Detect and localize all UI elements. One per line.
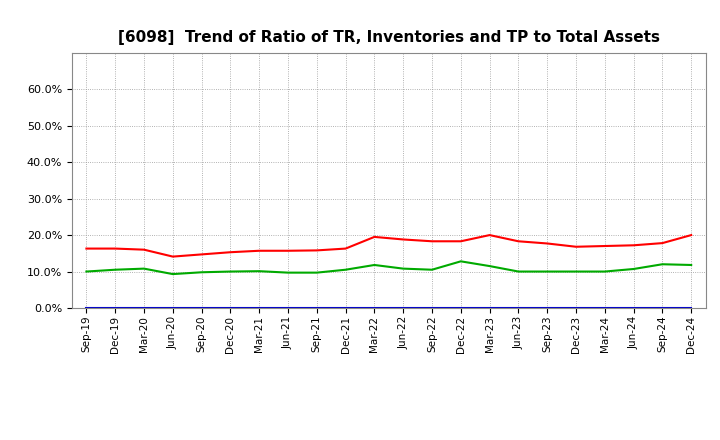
Inventories bbox=[284, 305, 292, 310]
Trade Receivables bbox=[543, 241, 552, 246]
Trade Payables bbox=[341, 267, 350, 272]
Trade Receivables bbox=[140, 247, 148, 252]
Trade Receivables bbox=[370, 234, 379, 239]
Trade Payables bbox=[485, 264, 494, 269]
Trade Receivables bbox=[687, 232, 696, 238]
Trade Payables bbox=[312, 270, 321, 275]
Trade Payables bbox=[687, 262, 696, 268]
Trade Payables bbox=[255, 268, 264, 274]
Inventories bbox=[82, 305, 91, 310]
Inventories bbox=[687, 305, 696, 310]
Trade Receivables bbox=[197, 252, 206, 257]
Trade Payables bbox=[168, 271, 177, 277]
Inventories bbox=[341, 305, 350, 310]
Inventories bbox=[312, 305, 321, 310]
Trade Receivables bbox=[658, 241, 667, 246]
Inventories bbox=[572, 305, 580, 310]
Trade Payables bbox=[428, 267, 436, 272]
Inventories bbox=[600, 305, 609, 310]
Inventories bbox=[543, 305, 552, 310]
Inventories bbox=[255, 305, 264, 310]
Inventories bbox=[485, 305, 494, 310]
Trade Payables bbox=[514, 269, 523, 274]
Trade Payables bbox=[82, 269, 91, 274]
Inventories bbox=[456, 305, 465, 310]
Trade Payables bbox=[629, 266, 638, 271]
Inventories bbox=[399, 305, 408, 310]
Trade Payables bbox=[572, 269, 580, 274]
Trade Receivables bbox=[514, 238, 523, 244]
Trade Receivables bbox=[82, 246, 91, 251]
Trade Payables bbox=[658, 262, 667, 267]
Trade Receivables bbox=[456, 238, 465, 244]
Trade Payables bbox=[543, 269, 552, 274]
Trade Payables bbox=[197, 270, 206, 275]
Trade Payables bbox=[284, 270, 292, 275]
Trade Receivables bbox=[284, 248, 292, 253]
Inventories bbox=[111, 305, 120, 310]
Trade Receivables bbox=[485, 232, 494, 238]
Trade Receivables bbox=[399, 237, 408, 242]
Trade Receivables bbox=[111, 246, 120, 251]
Inventories bbox=[197, 305, 206, 310]
Trade Receivables bbox=[312, 248, 321, 253]
Inventories bbox=[514, 305, 523, 310]
Line: Trade Receivables: Trade Receivables bbox=[86, 235, 691, 257]
Inventories bbox=[629, 305, 638, 310]
Trade Receivables bbox=[428, 238, 436, 244]
Trade Receivables bbox=[341, 246, 350, 251]
Trade Payables bbox=[399, 266, 408, 271]
Trade Receivables bbox=[629, 242, 638, 248]
Inventories bbox=[168, 305, 177, 310]
Trade Receivables bbox=[600, 243, 609, 249]
Inventories bbox=[428, 305, 436, 310]
Trade Receivables bbox=[572, 244, 580, 249]
Trade Receivables bbox=[255, 248, 264, 253]
Trade Payables bbox=[226, 269, 235, 274]
Inventories bbox=[140, 305, 148, 310]
Line: Trade Payables: Trade Payables bbox=[86, 261, 691, 274]
Trade Payables bbox=[456, 259, 465, 264]
Inventories bbox=[226, 305, 235, 310]
Trade Payables bbox=[370, 262, 379, 268]
Trade Payables bbox=[600, 269, 609, 274]
Trade Payables bbox=[140, 266, 148, 271]
Trade Receivables bbox=[226, 249, 235, 255]
Inventories bbox=[370, 305, 379, 310]
Trade Payables bbox=[111, 267, 120, 272]
Trade Receivables bbox=[168, 254, 177, 259]
Inventories bbox=[658, 305, 667, 310]
Title: [6098]  Trend of Ratio of TR, Inventories and TP to Total Assets: [6098] Trend of Ratio of TR, Inventories… bbox=[118, 29, 660, 45]
